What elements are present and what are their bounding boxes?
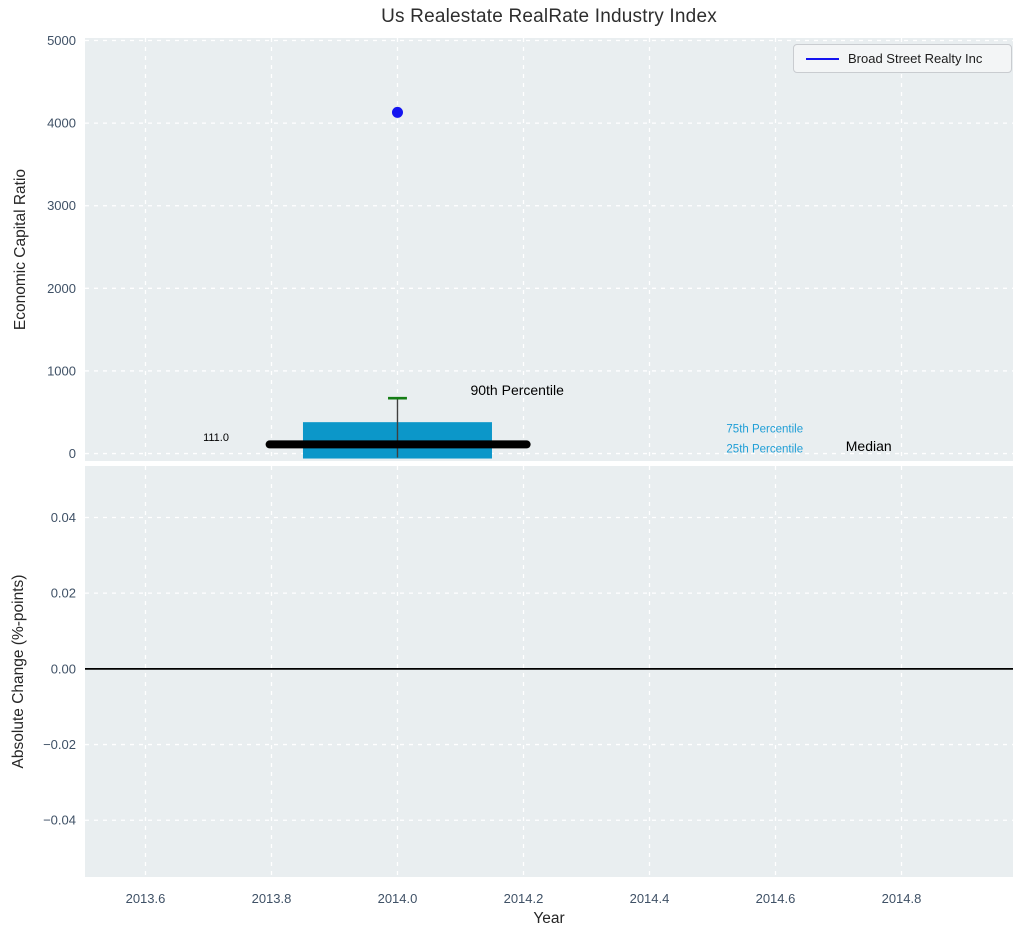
x-tick-label: 2014.4: [630, 891, 670, 906]
y-tick-label: 0.02: [51, 586, 76, 601]
x-tick-label: 2014.0: [378, 891, 418, 906]
annotation-75th-percentile: 75th Percentile: [726, 424, 803, 436]
y-tick-label: 0.00: [51, 661, 76, 676]
x-tick-label: 2013.6: [126, 891, 166, 906]
y-tick-label: 0.04: [51, 510, 76, 525]
y-tick-label: 4000: [47, 116, 76, 131]
x-tick-label: 2013.8: [252, 891, 292, 906]
y-tick-label: 3000: [47, 198, 76, 213]
y-tick-label: −0.04: [43, 813, 76, 828]
y-tick-label: −0.02: [43, 737, 76, 752]
chart-title: Us Realestate RealRate Industry Index: [381, 6, 717, 27]
annotation-25th-percentile: 25th Percentile: [726, 444, 803, 456]
y-tick-label: 2000: [47, 281, 76, 296]
scatter-point: [391, 106, 403, 118]
y-tick-label: 0: [69, 446, 76, 461]
y-axis-label-top: Economic Capital Ratio: [12, 168, 29, 331]
y-tick-label: 5000: [47, 33, 76, 48]
legend-label: Broad Street Realty Inc: [848, 51, 983, 66]
x-tick-label: 2014.6: [756, 891, 796, 906]
y-tick-label: 1000: [47, 363, 76, 378]
x-axis-label: Year: [533, 910, 565, 927]
legend: Broad Street Realty Inc: [793, 44, 1012, 73]
annotation-median-label: Median: [846, 438, 892, 454]
annotation-median-value: 111.0: [203, 432, 229, 444]
plot-background: [85, 38, 1013, 461]
plot-background: [85, 466, 1013, 877]
legend-line-swatch: [806, 57, 839, 60]
annotation-90th-percentile: 90th Percentile: [470, 382, 564, 398]
y-axis-label-bottom: Absolute Change (%-points): [10, 574, 27, 769]
x-tick-label: 2014.2: [504, 891, 544, 906]
x-tick-label: 2014.8: [882, 891, 922, 906]
